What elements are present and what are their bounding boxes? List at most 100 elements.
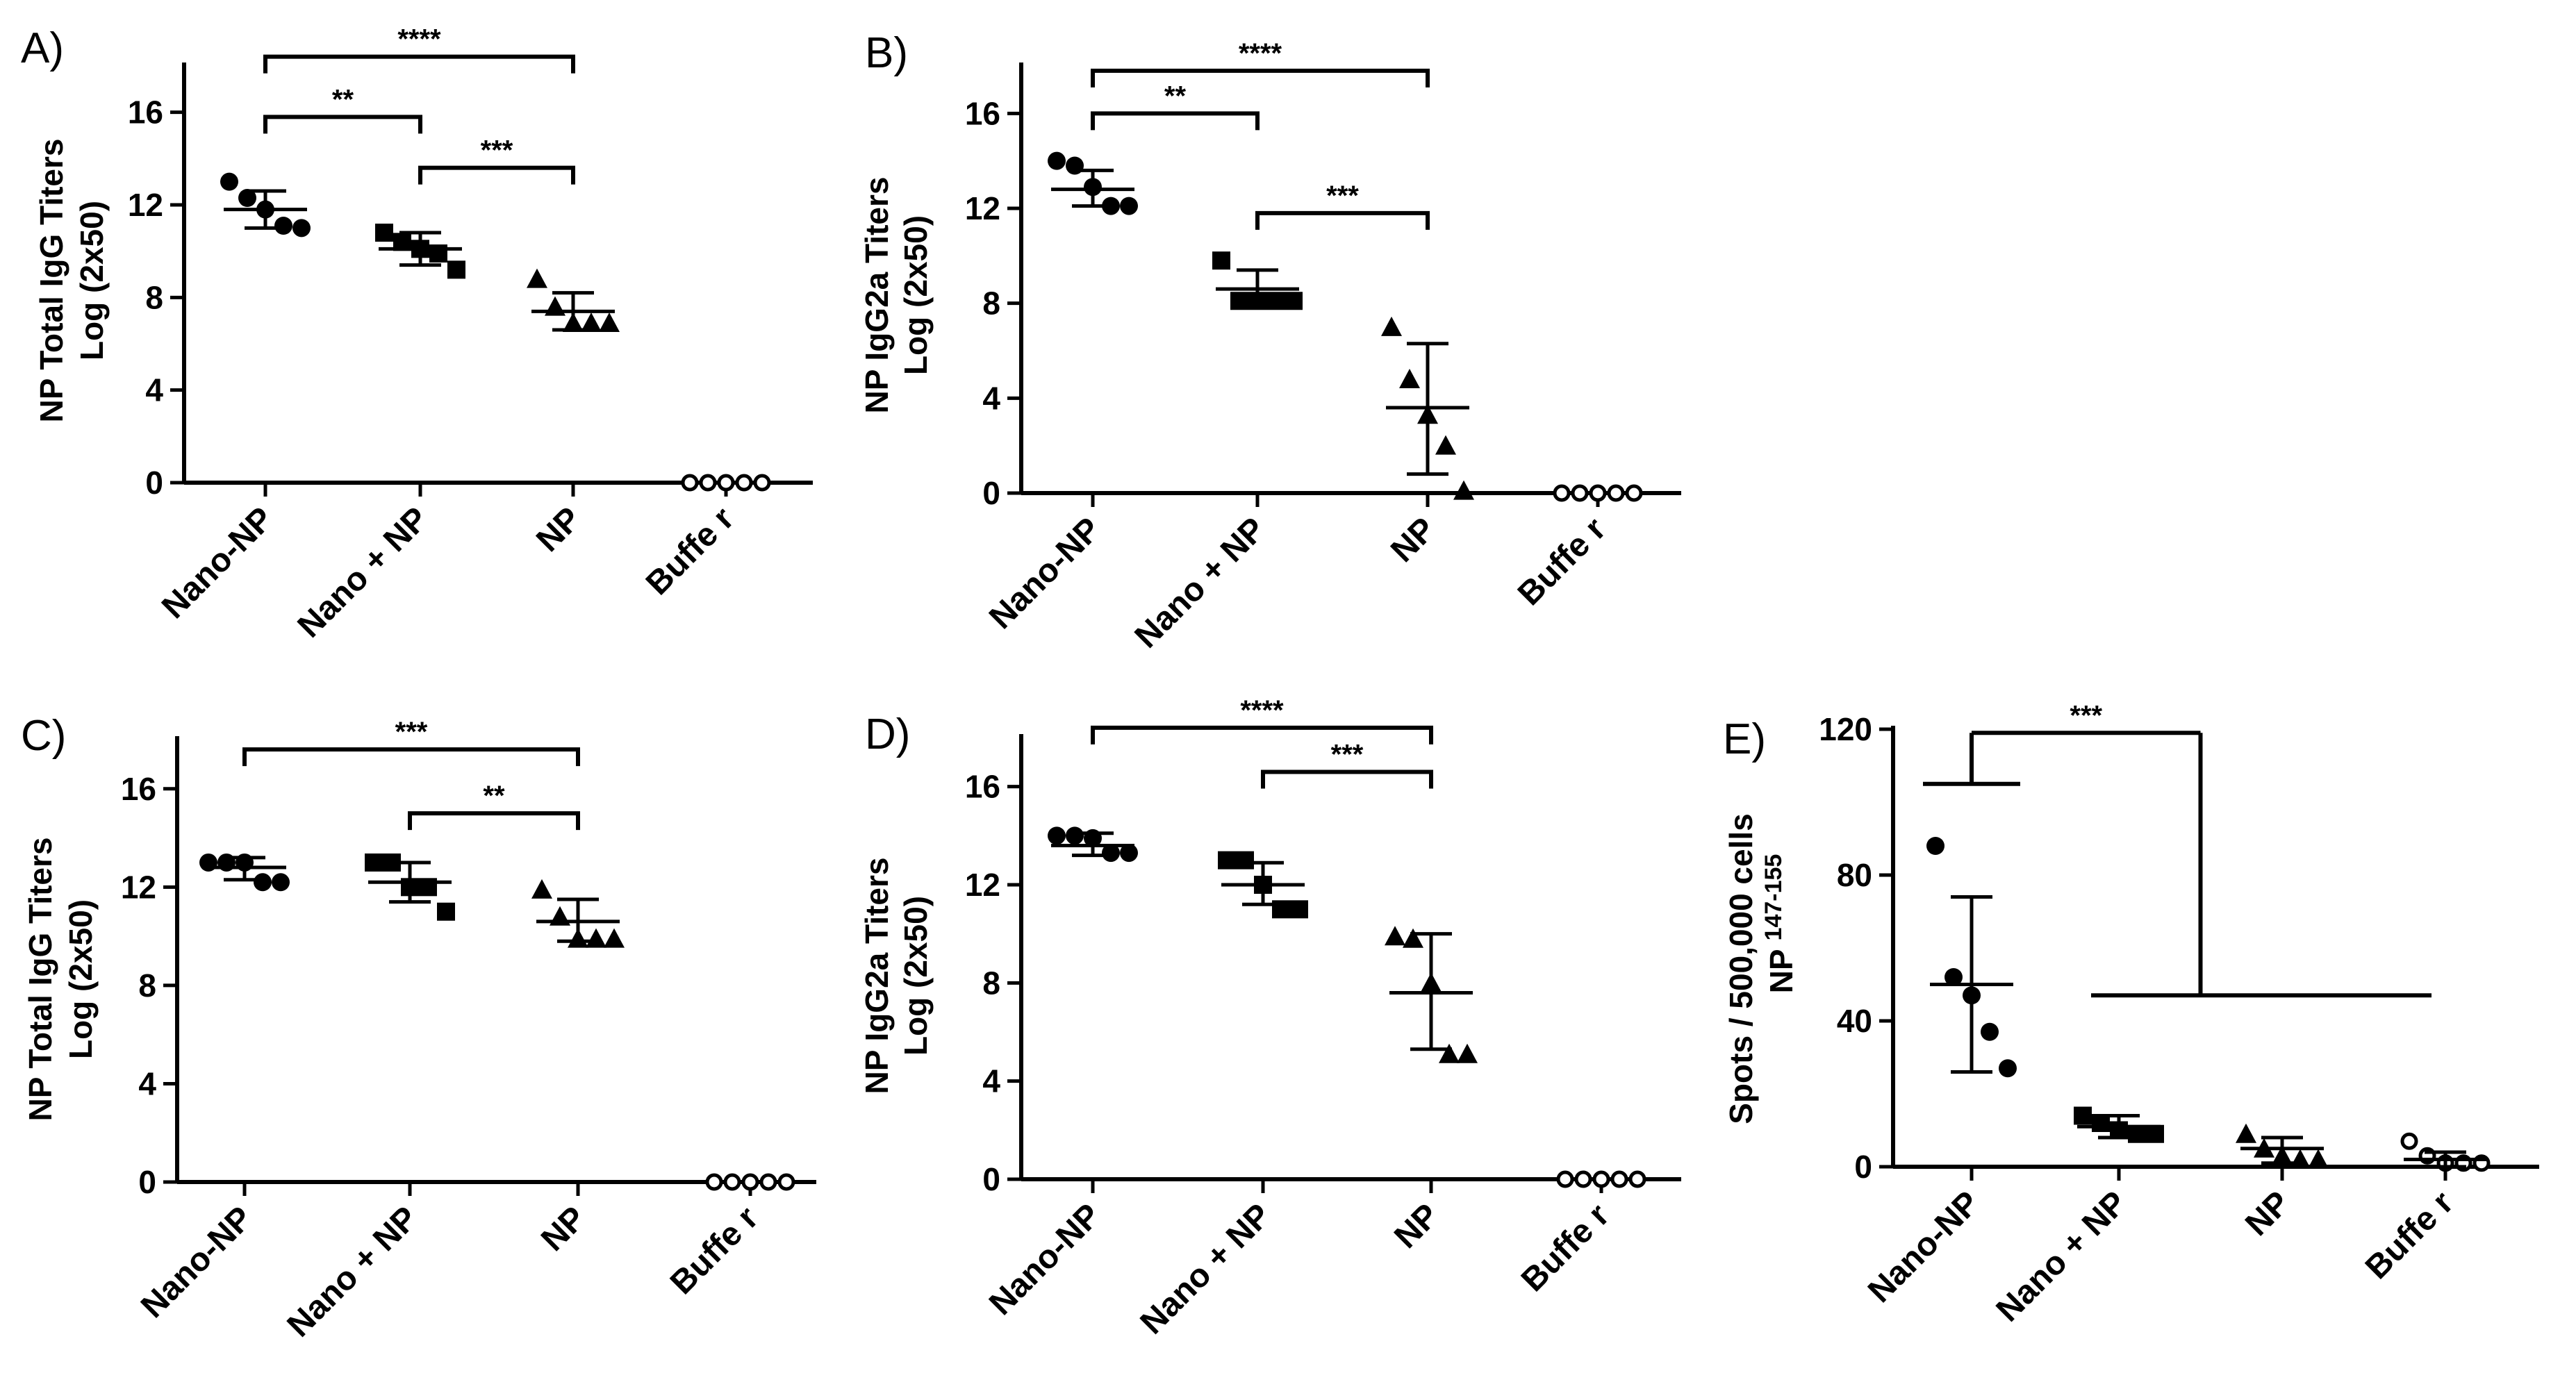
y-axis-label-line2: NP 147-155: [1760, 854, 1799, 994]
y-tick-label: 0: [1854, 1149, 1872, 1185]
data-point-circle: [1999, 1059, 2017, 1078]
significance-label: ***: [2070, 700, 2102, 731]
data-point-circle: [1048, 151, 1066, 170]
significance-bracket: [1261, 769, 1433, 789]
data-point-circle: [1066, 826, 1084, 845]
y-axis-label-line2: Log (2x50): [63, 899, 99, 1059]
significance-label: ***: [395, 717, 428, 747]
y-axis-label-line2: Log (2x50): [74, 201, 110, 360]
data-point-triangle: [1457, 1043, 1478, 1063]
data-point-square: [1285, 292, 1303, 310]
data-point-open-circle: [717, 474, 735, 492]
y-axis-label-line1: Spots / 500,000 cells: [1723, 813, 1759, 1124]
data-point-triangle: [1453, 480, 1474, 500]
data-point-open-circle: [2400, 1132, 2418, 1150]
y-tick-label: 16: [128, 94, 163, 131]
data-point-triangle: [1435, 435, 1456, 455]
significance-label: **: [483, 781, 505, 811]
significance-label: ***: [1331, 739, 1364, 769]
significance-label: ****: [1240, 695, 1284, 726]
y-tick-label: 4: [982, 380, 1000, 416]
data-point-open-circle: [741, 1173, 759, 1191]
y-tick-label: 12: [121, 869, 156, 905]
significance-bracket: [1091, 68, 1430, 88]
data-point-open-circle: [699, 474, 717, 492]
data-point-circle: [272, 873, 290, 892]
data-point-triangle: [599, 313, 620, 332]
y-tick-label: 0: [982, 475, 1000, 511]
data-point-square: [365, 853, 383, 872]
data-point-triangle: [2236, 1123, 2256, 1143]
y-axis-label-line2: Log (2x50): [898, 215, 934, 375]
data-point-open-circle: [1610, 1170, 1628, 1188]
y-tick-label: 4: [145, 372, 163, 408]
data-point-square: [447, 260, 465, 279]
significance-bracket: [1091, 111, 1260, 131]
data-point-open-circle: [705, 1173, 723, 1191]
y-tick-label: 12: [965, 190, 1000, 226]
data-point-open-circle: [777, 1173, 795, 1191]
y-tick-label: 16: [965, 95, 1000, 131]
data-point-circle: [1926, 837, 1945, 855]
data-point-triangle: [1381, 316, 1402, 336]
y-tick-label: 16: [121, 771, 156, 807]
y-tick-label: 8: [982, 965, 1000, 1001]
data-point-circle: [1048, 826, 1066, 845]
data-point-open-circle: [753, 474, 771, 492]
y-tick-label: 0: [982, 1161, 1000, 1197]
data-point-circle: [1120, 197, 1138, 215]
significance-bracket: [1091, 725, 1433, 744]
data-point-square: [375, 224, 393, 242]
data-point-triangle: [1439, 1043, 1460, 1063]
y-tick-label: 8: [145, 279, 163, 315]
significance-bracket: [408, 811, 580, 831]
significance-bracket: [1255, 210, 1430, 230]
data-point-square: [2074, 1106, 2092, 1125]
y-axis-label-superscript: 147-155: [1760, 854, 1787, 941]
data-point-circle: [292, 219, 311, 238]
data-point-open-circle: [1574, 1170, 1592, 1188]
data-point-circle: [238, 189, 256, 207]
significance-label: ****: [1239, 38, 1282, 69]
data-point-open-circle: [1553, 484, 1571, 502]
data-point-open-circle: [759, 1173, 777, 1191]
y-tick-label: 12: [965, 867, 1000, 903]
data-point-open-circle: [1556, 1170, 1574, 1188]
panel-label: B): [865, 29, 908, 77]
data-point-open-circle: [1607, 484, 1625, 502]
data-point-square: [1218, 851, 1236, 869]
significance-bracket: [263, 54, 575, 74]
data-point-triangle: [531, 879, 552, 899]
y-tick-label: 0: [138, 1164, 156, 1200]
data-point-open-circle: [1625, 484, 1643, 502]
data-point-circle: [1945, 968, 1963, 986]
data-point-square: [1290, 900, 1308, 919]
significance-label: **: [332, 84, 354, 115]
data-point-triangle: [1403, 928, 1423, 948]
data-point-open-circle: [1589, 484, 1607, 502]
y-axis-label-line2: Log (2x50): [898, 896, 934, 1056]
significance-label: ***: [1326, 181, 1359, 211]
y-tick-label: 8: [982, 285, 1000, 322]
y-axis-label-line1: NP IgG2a Titers: [859, 177, 895, 414]
data-point-open-circle: [735, 474, 753, 492]
panel-label: C): [21, 712, 66, 760]
panel-label: E): [1723, 715, 1766, 763]
data-point-circle: [274, 217, 292, 235]
data-point-square: [1212, 251, 1230, 270]
significance-label: ***: [481, 135, 513, 166]
significance-label: ****: [397, 24, 441, 55]
data-point-open-circle: [1628, 1170, 1646, 1188]
data-point-circle: [1102, 844, 1120, 863]
y-tick-label: 8: [138, 967, 156, 1004]
data-point-triangle: [1399, 369, 1420, 388]
data-point-open-circle: [723, 1173, 741, 1191]
significance-label: **: [1164, 81, 1187, 111]
significance-bracket: [263, 115, 422, 134]
data-point-open-circle: [681, 474, 699, 492]
y-axis-label-line1: NP IgG2a Titers: [859, 858, 895, 1095]
data-point-triangle: [581, 313, 602, 332]
panel-label: D): [865, 710, 910, 758]
y-tick-label: 16: [965, 769, 1000, 805]
